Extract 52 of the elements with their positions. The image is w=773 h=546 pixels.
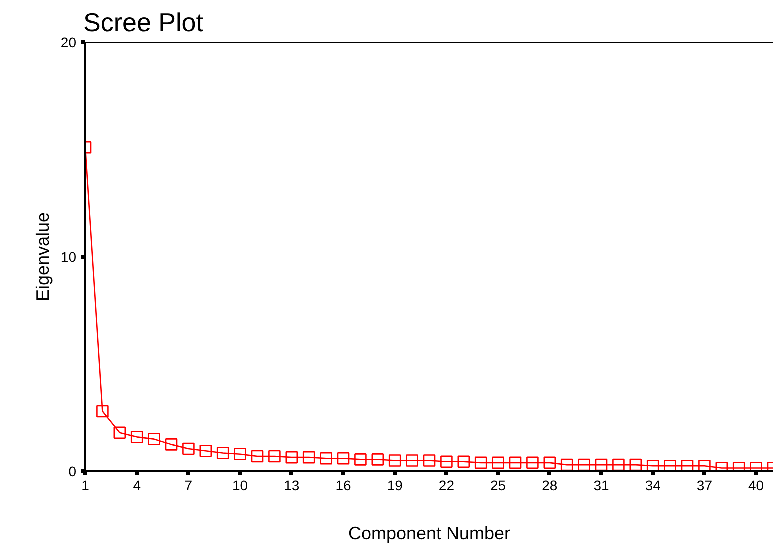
point (440, 456, 453, 468)
point (423, 454, 436, 467)
x-tick-label: 40 (748, 478, 764, 494)
x-tick-label: 13 (284, 478, 300, 494)
point (544, 456, 556, 470)
point (372, 454, 384, 466)
point (388, 454, 402, 467)
x-tick-label: 4 (133, 478, 142, 494)
point (182, 442, 195, 456)
point (458, 456, 470, 468)
point (595, 458, 608, 472)
point (234, 448, 246, 460)
point (354, 454, 367, 466)
point (560, 458, 574, 472)
point (114, 426, 126, 440)
x-tick-label: 25 (490, 478, 506, 494)
point (251, 450, 264, 463)
y-tick-label: 20 (60, 34, 77, 50)
x-tick-label: 22 (438, 478, 455, 494)
point (337, 452, 350, 465)
y-axis-title: Eigenvalue (32, 212, 53, 302)
point (268, 450, 281, 463)
y-tick-label: 0 (68, 464, 77, 480)
x-tick-label: 37 (696, 478, 713, 494)
point (474, 456, 488, 470)
point (96, 405, 109, 418)
point (302, 451, 316, 464)
y-tick-label: 10 (60, 249, 77, 265)
x-tick-label: 31 (594, 478, 610, 494)
x-tick-label: 19 (387, 478, 404, 494)
x-tick-label: 1 (82, 478, 90, 494)
point (286, 451, 298, 464)
chart-title: Scree Plot (84, 8, 204, 38)
x-axis-title: Component Number (348, 524, 511, 544)
point (526, 456, 539, 470)
point (320, 452, 332, 465)
point (509, 456, 522, 470)
point (165, 438, 178, 451)
x-tick-label: 7 (184, 478, 193, 494)
point (216, 447, 230, 460)
point (578, 458, 590, 472)
x-tick-label: 28 (542, 478, 558, 494)
point (200, 444, 212, 458)
x-tick-label: 34 (645, 478, 662, 494)
x-tick-label: 16 (336, 478, 352, 494)
point (130, 431, 144, 444)
point (406, 454, 418, 467)
x-tick-label: 10 (232, 478, 248, 494)
point (492, 456, 504, 470)
point (612, 458, 625, 472)
point (148, 433, 160, 446)
point (630, 458, 642, 472)
